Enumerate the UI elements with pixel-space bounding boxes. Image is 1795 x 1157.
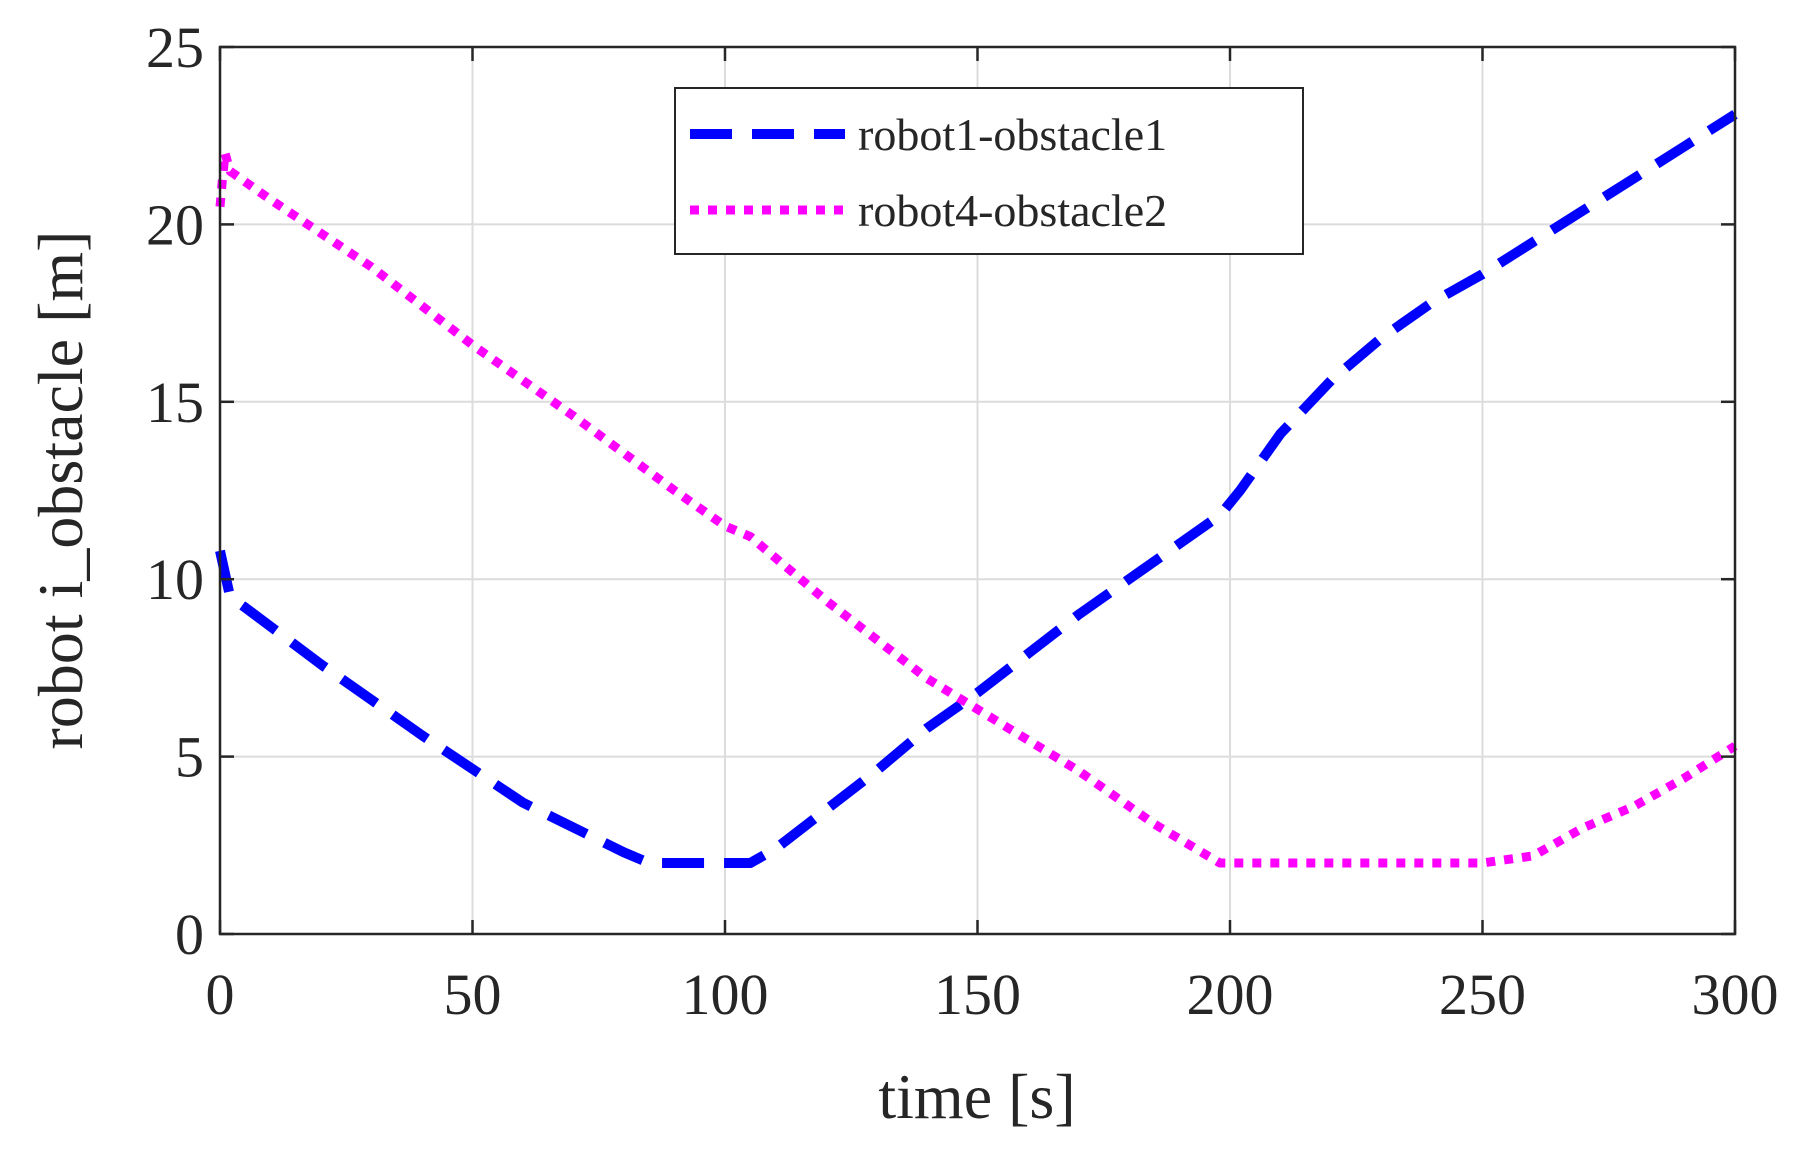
y-tick-label: 15	[146, 370, 204, 435]
y-tick-labels: 0 5 10 15 20 25	[146, 15, 204, 967]
y-tick-label: 25	[146, 15, 204, 80]
x-tick-label: 50	[444, 962, 502, 1027]
y-axis-label: robot i_obstacle [m]	[25, 231, 96, 750]
x-tick-labels: 0 50 100 150 200 250 300	[206, 962, 1779, 1027]
x-tick-label: 100	[682, 962, 769, 1027]
x-axis-label: time [s]	[878, 1061, 1075, 1132]
legend: robot1-obstacle1 robot4-obstacle2	[674, 87, 1304, 255]
series-layer	[215, 110, 1738, 868]
x-tick-label: 200	[1187, 962, 1274, 1027]
y-tick-label: 0	[175, 902, 204, 967]
axes	[218, 45, 1737, 936]
y-tick-label: 5	[175, 725, 204, 790]
y-tick-label: 20	[146, 192, 204, 257]
legend-label-robot4-obstacle2: robot4-obstacle2	[858, 185, 1167, 236]
x-tick-label: 300	[1692, 962, 1779, 1027]
x-tick-label: 250	[1439, 962, 1526, 1027]
legend-label-robot1-obstacle1: robot1-obstacle1	[858, 109, 1167, 160]
series-line-robot1-obstacle1	[215, 110, 1738, 868]
x-tick-label: 150	[934, 962, 1021, 1027]
y-tick-label: 10	[146, 547, 204, 612]
x-tick-label: 0	[206, 962, 235, 1027]
legend-box	[674, 87, 1304, 255]
